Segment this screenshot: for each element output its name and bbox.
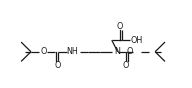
Text: O: O [122,61,129,70]
Text: OH: OH [131,36,143,45]
Text: NH: NH [66,47,78,56]
Text: O: O [117,22,123,31]
Text: O: O [126,47,133,56]
Text: O: O [41,47,47,56]
Text: O: O [54,61,61,70]
Text: N: N [115,47,121,56]
